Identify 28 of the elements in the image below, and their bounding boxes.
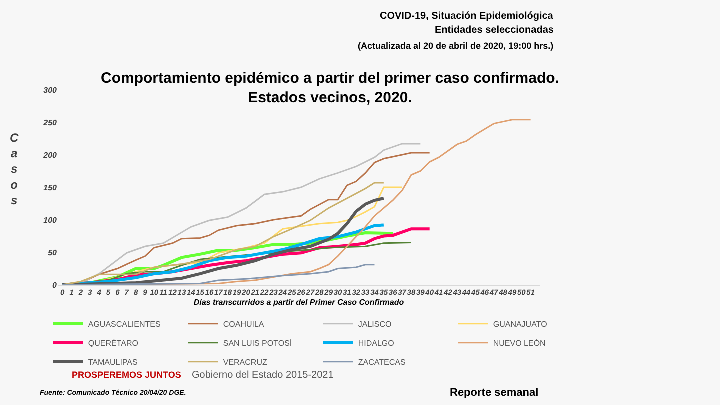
y-tick-label: 300 xyxy=(44,86,58,95)
legend-label: GUANAJUATO xyxy=(493,320,548,329)
text: Reporte semanal xyxy=(450,387,539,399)
chart-title: Comportamiento epidémico a partir del primer caso confirmado. Estados vecinos, 2020. xyxy=(101,70,560,106)
legend-label: QUERÉTARO xyxy=(88,338,138,348)
text: COVID-19, Situación Epidemiológica xyxy=(380,11,554,22)
y-tick-label: 100 xyxy=(44,216,58,225)
legend-label: ZACATECAS xyxy=(358,358,406,367)
x-axis-title: Días transcurridos a partir del Primer Caso Confirmado xyxy=(194,298,404,308)
legend-label: VERACRUZ xyxy=(223,358,268,367)
y-tick-label: 200 xyxy=(42,150,58,160)
legend-label: JALISCO xyxy=(358,320,392,329)
text: PROSPEREMOS JUNTOS xyxy=(72,370,182,380)
legend-label: COAHUILA xyxy=(223,320,265,329)
text: Entidades seleccionadas xyxy=(435,25,554,36)
y-axis-title: Casos xyxy=(10,131,19,208)
legend-label: SAN LUIS POTOSÍ xyxy=(223,338,293,348)
line-series xyxy=(62,264,376,285)
y-tick-label: 0 xyxy=(52,280,58,290)
y-tick-label: 250 xyxy=(42,118,58,128)
legend-label: NUEVO LEÓN xyxy=(493,338,546,348)
legend-label: TAMAULIPAS xyxy=(88,358,138,367)
text: (Actualizada al 20 de abril de 2020, 19:00 hrs.) xyxy=(358,41,554,51)
y-tick-label: 50 xyxy=(48,248,58,258)
text: Gobierno del Estado 2015-2021 xyxy=(192,370,334,381)
legend-label: AGUASCALIENTES xyxy=(88,320,161,329)
legend-label: HIDALGO xyxy=(358,338,394,348)
y-tick-label: 150 xyxy=(44,183,58,192)
